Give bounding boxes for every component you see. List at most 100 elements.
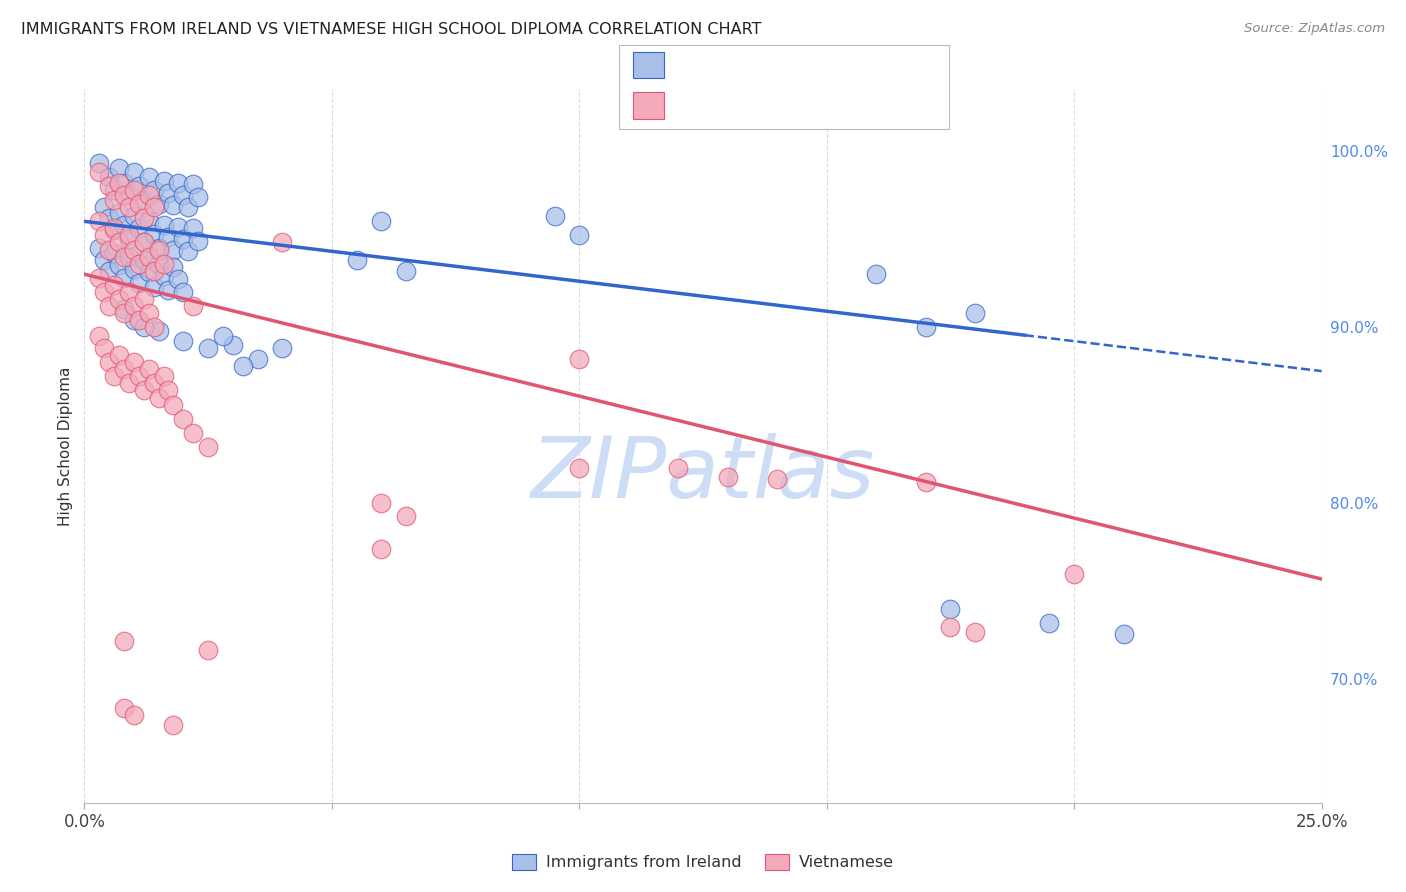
Point: [172, 285, 194, 299]
Point: [181, 425, 204, 440]
Point: [157, 186, 180, 201]
Text: ZIPatlas: ZIPatlas: [531, 433, 875, 516]
Point: [112, 270, 135, 285]
Point: [118, 188, 141, 202]
Point: [142, 183, 165, 197]
Point: [132, 235, 155, 250]
Point: [122, 355, 145, 369]
Point: [370, 496, 392, 510]
Point: [103, 246, 125, 260]
Point: [98, 263, 121, 277]
Y-axis label: High School Diploma: High School Diploma: [58, 367, 73, 525]
Point: [395, 508, 418, 523]
Point: [1038, 616, 1060, 631]
Point: [346, 253, 368, 268]
Point: [128, 257, 150, 271]
Point: [370, 542, 392, 557]
Point: [118, 285, 141, 299]
Point: [222, 337, 245, 351]
Point: [98, 299, 121, 313]
Point: [187, 189, 209, 203]
Point: [138, 214, 160, 228]
Point: [177, 244, 200, 259]
Point: [112, 188, 135, 202]
Point: [138, 306, 160, 320]
Point: [177, 200, 200, 214]
Point: [914, 320, 936, 334]
Point: [232, 359, 254, 373]
Point: [112, 176, 135, 190]
Point: [142, 227, 165, 241]
Point: [108, 176, 131, 190]
Point: [152, 257, 174, 271]
Point: [939, 602, 962, 616]
Point: [148, 391, 170, 405]
Point: [1063, 566, 1085, 581]
Point: [122, 261, 145, 276]
Point: [138, 170, 160, 185]
Point: [122, 707, 145, 722]
Point: [148, 324, 170, 338]
Point: [112, 218, 135, 232]
Point: [118, 250, 141, 264]
Point: [103, 183, 125, 197]
Point: [965, 624, 987, 639]
Point: [103, 193, 125, 207]
Point: [93, 285, 115, 299]
Point: [122, 183, 145, 197]
Point: [112, 306, 135, 320]
Point: [370, 214, 392, 228]
Point: [162, 718, 184, 732]
Point: [157, 384, 180, 398]
Point: [128, 276, 150, 290]
Point: [89, 165, 111, 179]
Point: [112, 633, 135, 648]
Point: [132, 320, 155, 334]
Text: R = -0.288   N = 81: R = -0.288 N = 81: [672, 56, 844, 74]
Point: [122, 165, 145, 179]
Point: [148, 243, 170, 257]
Point: [142, 320, 165, 334]
Point: [128, 221, 150, 235]
Point: [122, 313, 145, 327]
Text: R = -0.345   N = 78: R = -0.345 N = 78: [672, 96, 842, 114]
Point: [128, 179, 150, 194]
Point: [142, 279, 165, 293]
Point: [865, 267, 887, 281]
Point: [543, 209, 565, 223]
Point: [181, 299, 204, 313]
Point: [395, 263, 418, 277]
Point: [128, 369, 150, 384]
Point: [167, 176, 190, 190]
Point: [167, 219, 190, 234]
Point: [112, 302, 135, 317]
Point: [132, 235, 155, 250]
Point: [103, 221, 125, 235]
Point: [157, 230, 180, 244]
Text: IMMIGRANTS FROM IRELAND VS VIETNAMESE HIGH SCHOOL DIPLOMA CORRELATION CHART: IMMIGRANTS FROM IRELAND VS VIETNAMESE HI…: [21, 22, 762, 37]
Point: [197, 642, 219, 657]
Point: [1112, 626, 1135, 640]
Point: [152, 174, 174, 188]
Point: [152, 369, 174, 384]
Point: [112, 362, 135, 376]
Point: [118, 200, 141, 214]
Point: [98, 211, 121, 225]
Point: [108, 292, 131, 306]
Point: [162, 398, 184, 412]
Point: [172, 411, 194, 425]
Point: [142, 263, 165, 277]
Point: [108, 348, 131, 362]
Point: [172, 188, 194, 202]
Point: [128, 313, 150, 327]
Point: [103, 369, 125, 384]
Point: [167, 272, 190, 286]
Point: [89, 270, 111, 285]
Point: [118, 376, 141, 391]
Point: [197, 341, 219, 355]
Point: [118, 232, 141, 246]
Point: [112, 700, 135, 714]
Point: [93, 228, 115, 243]
Point: [181, 221, 204, 235]
Point: [108, 205, 131, 219]
